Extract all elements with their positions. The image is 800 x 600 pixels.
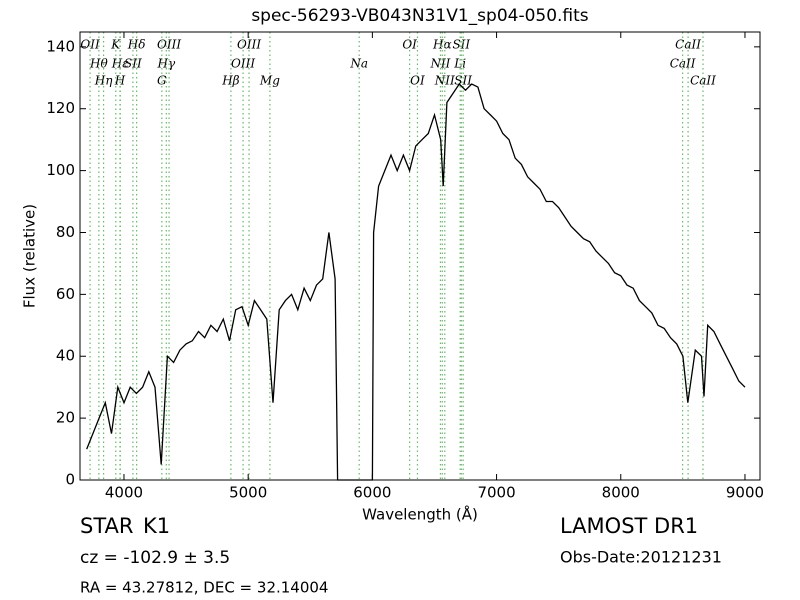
y-axis-label: Flux (relative) [21, 204, 39, 308]
x-tick-label: 9000 [726, 484, 764, 502]
spectral-line-label: G [157, 74, 167, 88]
spectral-line-label: CaII [670, 57, 696, 71]
spectral-line-label: K [110, 38, 121, 52]
spectral-line-label: Hγ [156, 57, 175, 71]
y-tick-label: 120 [46, 99, 75, 117]
spectral-line-label: Hη [94, 74, 113, 88]
y-tick-label: 60 [56, 285, 75, 303]
spectral-line-label: Hθ [89, 57, 108, 71]
x-tick-label: 8000 [602, 484, 640, 502]
plot-area [80, 32, 760, 480]
x-tick-label: 6000 [353, 484, 391, 502]
y-tick-label: 80 [56, 223, 75, 241]
release: LAMOST DR1 [560, 514, 698, 538]
cz: cz = -102.9 ± 3.5 [80, 548, 230, 568]
subclass: K1 [143, 514, 170, 538]
obs-date: Obs-Date:20121231 [560, 548, 722, 567]
x-axis-label: Wavelength (Å) [362, 505, 478, 524]
plot-frame [79, 31, 761, 481]
y-tick-label: 20 [56, 409, 75, 427]
spectral-line-label: Na [349, 57, 368, 71]
x-tick-label: 7000 [477, 484, 515, 502]
spectral-line-label: CaII [690, 74, 716, 88]
spectral-line-label: OI [402, 38, 417, 52]
spectral-line-label: NII [434, 74, 455, 88]
spectral-line-label: OIII [231, 57, 255, 71]
spectral-line-label: Hβ [221, 74, 239, 88]
spectral-line-label: H [114, 74, 126, 88]
y-tick-label: 140 [46, 37, 75, 55]
spectral-line-label: SII [452, 38, 470, 52]
spectral-line-label: Li [453, 57, 466, 71]
spectral-line-label: CaII [675, 38, 701, 52]
chart-title: spec-56293-VB043N31V1_sp04-050.fits [251, 6, 588, 26]
spectral-line-label: SII [124, 57, 142, 71]
spectral-line-label: Mg [259, 74, 280, 88]
spectral-line-label: OII [80, 38, 100, 52]
y-tick-label: 40 [56, 347, 75, 365]
y-tick-label: 0 [65, 471, 75, 489]
spectral-line-label: NII [429, 57, 450, 71]
coords: RA = 43.27812, DEC = 32.14004 [80, 579, 328, 597]
class: STAR [80, 514, 133, 538]
x-tick-label: 4000 [105, 484, 143, 502]
spectral-line-label: Hα [432, 38, 452, 52]
x-tick-label: 5000 [229, 484, 267, 502]
spectral-line-label: Hδ [127, 38, 146, 52]
spectrum-line [86, 82, 746, 481]
spectral-line-label: OIII [237, 38, 261, 52]
spectral-line-label: OI [410, 74, 425, 88]
y-tick-label: 100 [46, 161, 75, 179]
spectral-line-label: OIII [157, 38, 181, 52]
